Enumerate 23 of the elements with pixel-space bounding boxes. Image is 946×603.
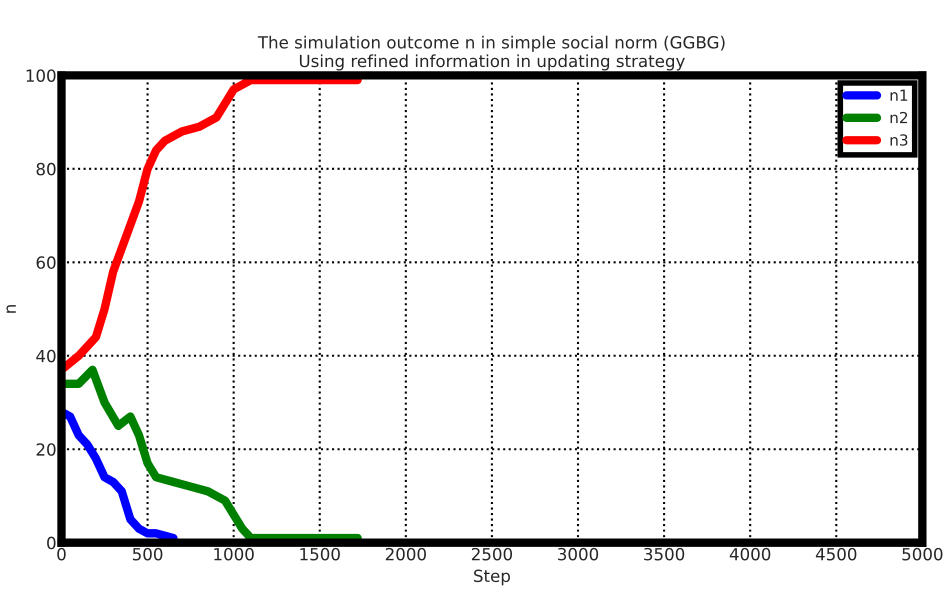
- x-axis-title: Step: [474, 570, 510, 586]
- legend-label: n3: [890, 134, 908, 146]
- y-tick-label: 80: [36, 162, 56, 176]
- x-tick-label: 2500: [472, 548, 512, 560]
- x-tick-label: 500: [132, 548, 162, 560]
- x-tick-label: 4000: [730, 548, 770, 560]
- x-tick-label: 0: [57, 548, 66, 560]
- x-tick-label: 1000: [214, 548, 254, 560]
- x-tick-label: 2000: [386, 548, 426, 560]
- x-tick-label: 3000: [558, 548, 598, 560]
- x-tick-label: 5000: [902, 548, 942, 560]
- legend-label: n2: [890, 112, 908, 124]
- legend-label: n1: [890, 90, 908, 101]
- y-tick-label: 100: [26, 69, 56, 82]
- y-tick-label: 0: [47, 536, 56, 550]
- chart-title: The simulation outcome n in simple social norm (GGBG) Using refined information in updating strategy: [258, 36, 725, 71]
- y-tick-label: 60: [36, 256, 56, 269]
- x-tick-label: 1500: [300, 548, 340, 560]
- y-axis-title: n: [6, 305, 16, 313]
- y-tick-label: 40: [36, 350, 56, 362]
- x-tick-label: 3500: [644, 548, 684, 560]
- y-tick-label: 20: [36, 443, 56, 456]
- x-tick-label: 4500: [816, 548, 856, 560]
